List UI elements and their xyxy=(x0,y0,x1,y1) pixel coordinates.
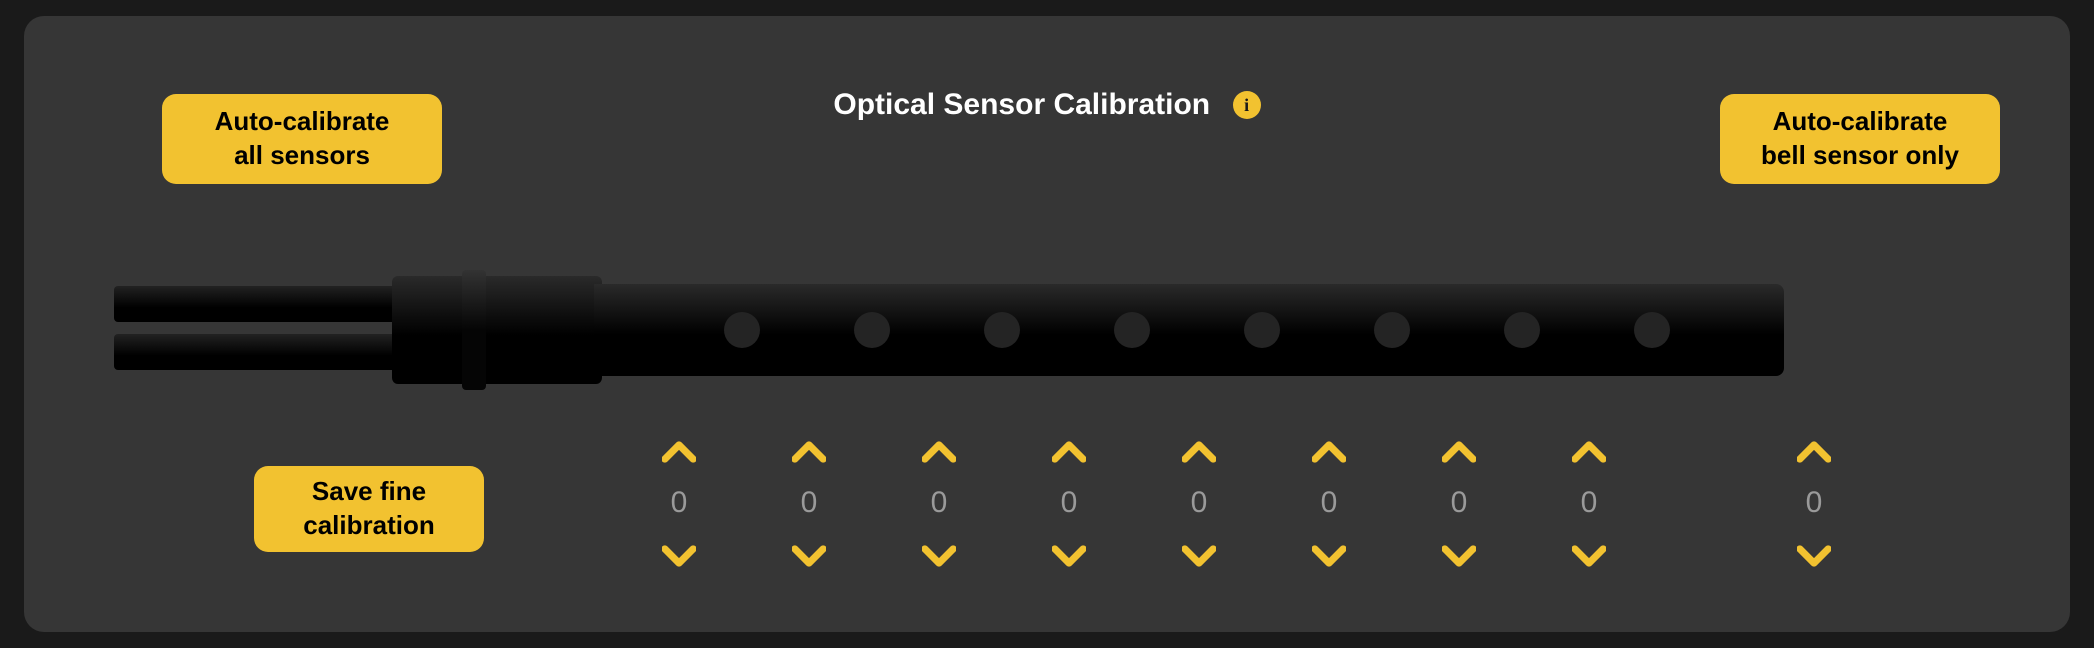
chevron-up-icon[interactable] xyxy=(789,436,829,468)
auto-calibrate-all-button[interactable]: Auto-calibrate all sensors xyxy=(162,94,442,184)
calibration-stepper: 0 xyxy=(1039,436,1099,572)
calibration-stepper: 0 xyxy=(1169,436,1229,572)
panel-title: Optical Sensor Calibration xyxy=(833,88,1210,122)
instrument-joint xyxy=(392,276,602,384)
chevron-up-icon[interactable] xyxy=(919,436,959,468)
chevron-down-icon[interactable] xyxy=(1179,540,1219,572)
calibration-value: 0 xyxy=(671,486,688,522)
chevron-down-icon[interactable] xyxy=(1049,540,1089,572)
chevron-up-icon[interactable] xyxy=(1439,436,1479,468)
sensor-hole xyxy=(1634,312,1670,348)
chevron-up-icon[interactable] xyxy=(1049,436,1089,468)
calibration-value: 0 xyxy=(1806,486,1823,522)
calibration-panel: Optical Sensor Calibration i Auto-calibr… xyxy=(24,16,2070,632)
calibration-value: 0 xyxy=(801,486,818,522)
calibration-stepper: 0 xyxy=(1299,436,1359,572)
chevron-down-icon[interactable] xyxy=(919,540,959,572)
calibration-value: 0 xyxy=(1191,486,1208,522)
chevron-down-icon[interactable] xyxy=(1569,540,1609,572)
chevron-up-icon[interactable] xyxy=(1179,436,1219,468)
calibration-value: 0 xyxy=(1581,486,1598,522)
chevron-up-icon[interactable] xyxy=(1794,436,1834,468)
instrument-mouthpiece xyxy=(114,286,394,322)
calibration-stepper: 0 xyxy=(909,436,969,572)
instrument-graphic xyxy=(114,272,1784,392)
save-fine-calibration-label: Save fine calibration xyxy=(303,475,434,543)
save-fine-calibration-button[interactable]: Save fine calibration xyxy=(254,466,484,552)
calibration-value: 0 xyxy=(1451,486,1468,522)
calibration-value: 0 xyxy=(931,486,948,522)
calibration-stepper: 0 xyxy=(649,436,709,572)
sensor-hole xyxy=(1374,312,1410,348)
calibration-stepper: 0 xyxy=(779,436,839,572)
chevron-down-icon[interactable] xyxy=(789,540,829,572)
sensor-hole xyxy=(1244,312,1280,348)
auto-calibrate-bell-button[interactable]: Auto-calibrate bell sensor only xyxy=(1720,94,2000,184)
chevron-down-icon[interactable] xyxy=(659,540,699,572)
calibration-stepper: 0 xyxy=(1784,436,1844,572)
instrument-mouthpiece xyxy=(114,334,394,370)
sensor-hole xyxy=(724,312,760,348)
auto-calibrate-all-label: Auto-calibrate all sensors xyxy=(215,105,390,173)
chevron-down-icon[interactable] xyxy=(1439,540,1479,572)
auto-calibrate-bell-label: Auto-calibrate bell sensor only xyxy=(1761,105,1959,173)
sensor-hole xyxy=(984,312,1020,348)
sensor-hole xyxy=(1504,312,1540,348)
calibration-value: 0 xyxy=(1061,486,1078,522)
sensor-hole xyxy=(1114,312,1150,348)
calibration-stepper: 0 xyxy=(1559,436,1619,572)
sensor-hole xyxy=(854,312,890,348)
info-icon[interactable]: i xyxy=(1233,91,1261,119)
chevron-down-icon[interactable] xyxy=(1794,540,1834,572)
chevron-up-icon[interactable] xyxy=(659,436,699,468)
calibration-value: 0 xyxy=(1321,486,1338,522)
calibration-stepper: 0 xyxy=(1429,436,1489,572)
chevron-up-icon[interactable] xyxy=(1309,436,1349,468)
chevron-up-icon[interactable] xyxy=(1569,436,1609,468)
instrument-body xyxy=(594,284,1784,376)
chevron-down-icon[interactable] xyxy=(1309,540,1349,572)
